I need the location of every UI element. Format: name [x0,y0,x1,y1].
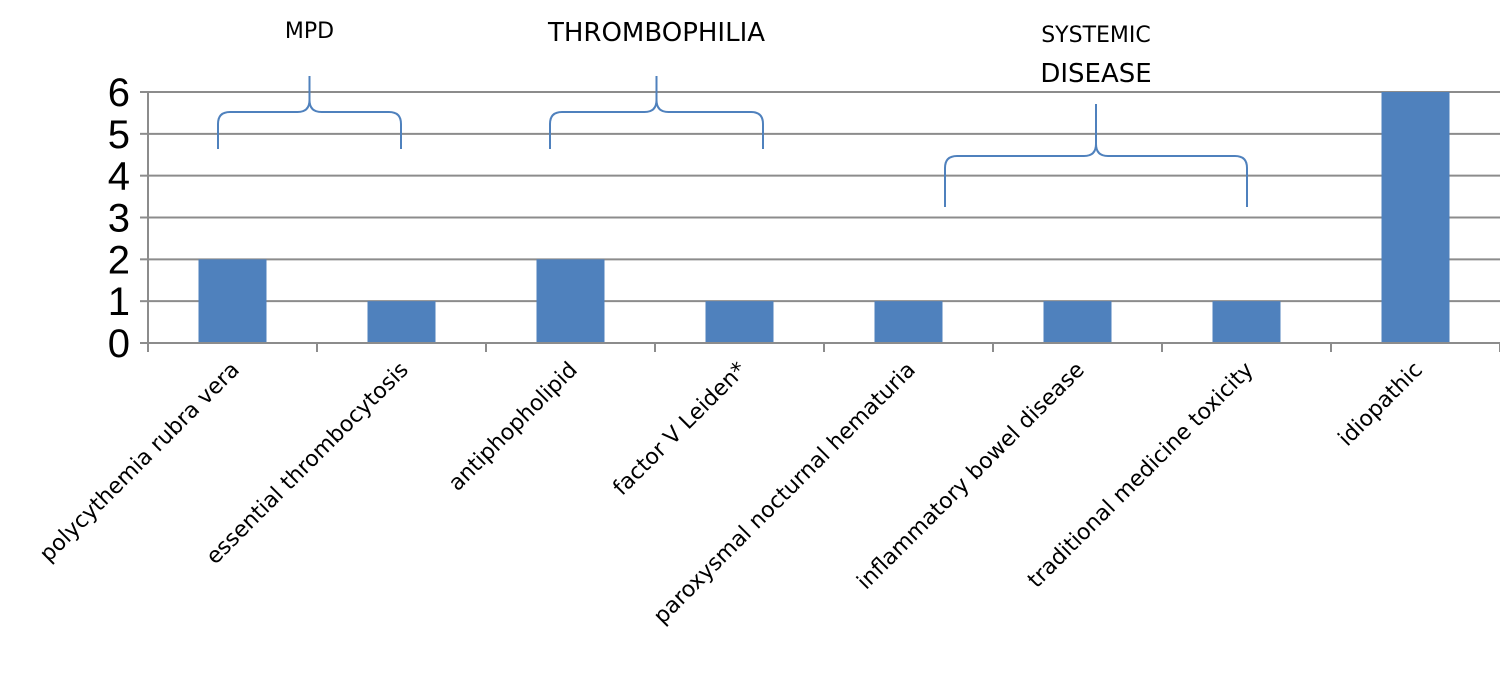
bar [198,259,267,343]
bar [1043,301,1112,343]
group-label: SYSTEMIC [1041,23,1151,48]
x-tick-label: paroxysmal nocturnal hematuria [649,358,921,630]
group-label: DISEASE [1040,59,1151,89]
y-tick-label: 0 [108,322,130,366]
bars [198,92,1450,343]
bar [536,259,605,343]
y-tick-label: 1 [108,280,130,324]
y-tick-label: 5 [108,113,130,157]
x-tick-label: essential thrombocytosis [202,358,414,570]
y-tick-label: 6 [108,71,130,115]
bar [874,301,943,343]
y-tick-label: 3 [108,197,130,241]
x-tick-label: factor V Leiden* [609,358,752,501]
x-tick-label: antiphopholipid [444,358,583,497]
gridlines [148,91,1500,303]
y-tick-label: 4 [108,155,130,199]
bar [1381,92,1450,343]
group-label: MPD [285,19,334,44]
y-tick-label: 2 [108,238,130,282]
group-label: THROMBOPHILIA [547,18,765,48]
bar [367,301,436,343]
group-bracket [549,76,764,149]
bar [705,301,774,343]
group-bracket [217,76,402,149]
x-tick-label: idiopathic [1334,358,1428,452]
group-brackets: MPD THROMBOPHILIA SYSTEMIC DISEASE [217,18,1248,207]
bar [1212,301,1281,343]
x-tick-label: polycythemia rubra vera [35,358,245,568]
axes [140,91,1500,352]
group-bracket [944,104,1248,207]
